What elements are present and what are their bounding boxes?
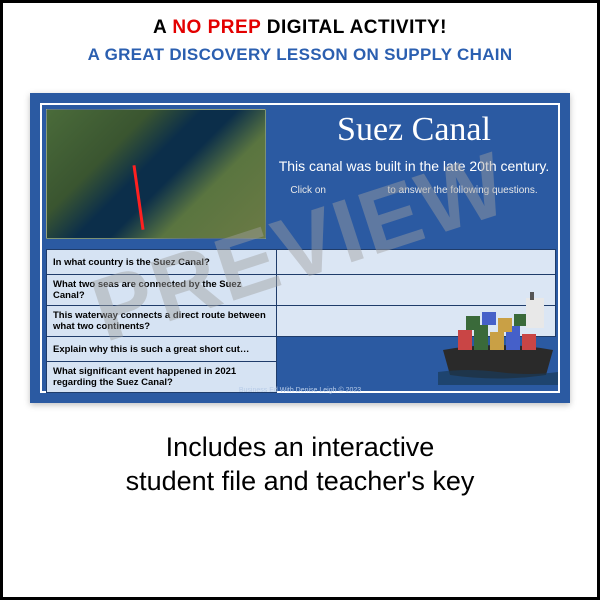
instruction-before: Click on: [290, 185, 326, 196]
question-cell: This waterway connects a direct route be…: [47, 306, 277, 337]
slide-instruction: Click on to answer the following questio…: [276, 185, 552, 196]
header-line-1: A NO PREP DIGITAL ACTIVITY!: [3, 17, 597, 39]
slide-credit: Business Ed With Denise Leigh © 2023: [36, 387, 564, 394]
map-image: [46, 109, 266, 239]
slide-subtitle: This canal was built in the late 20th ce…: [276, 157, 552, 175]
question-cell: Explain why this is such a great short c…: [47, 337, 277, 362]
header-highlight: NO PREP: [172, 17, 261, 38]
instruction-after: to answer the following questions.: [388, 185, 538, 196]
slide-title: Suez Canal: [276, 111, 552, 149]
header-prefix: A: [153, 17, 172, 38]
bottom-line-1: Includes an interactive: [166, 432, 435, 462]
slide-body: Suez Canal This canal was built in the l…: [30, 93, 570, 403]
header-line-2: A GREAT DISCOVERY LESSON ON SUPPLY CHAIN: [3, 45, 597, 65]
bottom-line-2: student file and teacher's key: [126, 466, 475, 496]
slide-right-panel: Suez Canal This canal was built in the l…: [276, 111, 552, 196]
question-cell: In what country is the Suez Canal?: [47, 250, 277, 275]
header-suffix: DIGITAL ACTIVITY!: [261, 17, 447, 38]
bottom-caption: Includes an interactive student file and…: [3, 431, 597, 499]
ship-image: [438, 290, 558, 385]
answer-cell[interactable]: [277, 250, 556, 275]
question-cell: What two seas are connected by the Suez …: [47, 275, 277, 306]
table-row: In what country is the Suez Canal?: [47, 250, 556, 275]
slide-preview: Suez Canal This canal was built in the l…: [30, 93, 570, 403]
